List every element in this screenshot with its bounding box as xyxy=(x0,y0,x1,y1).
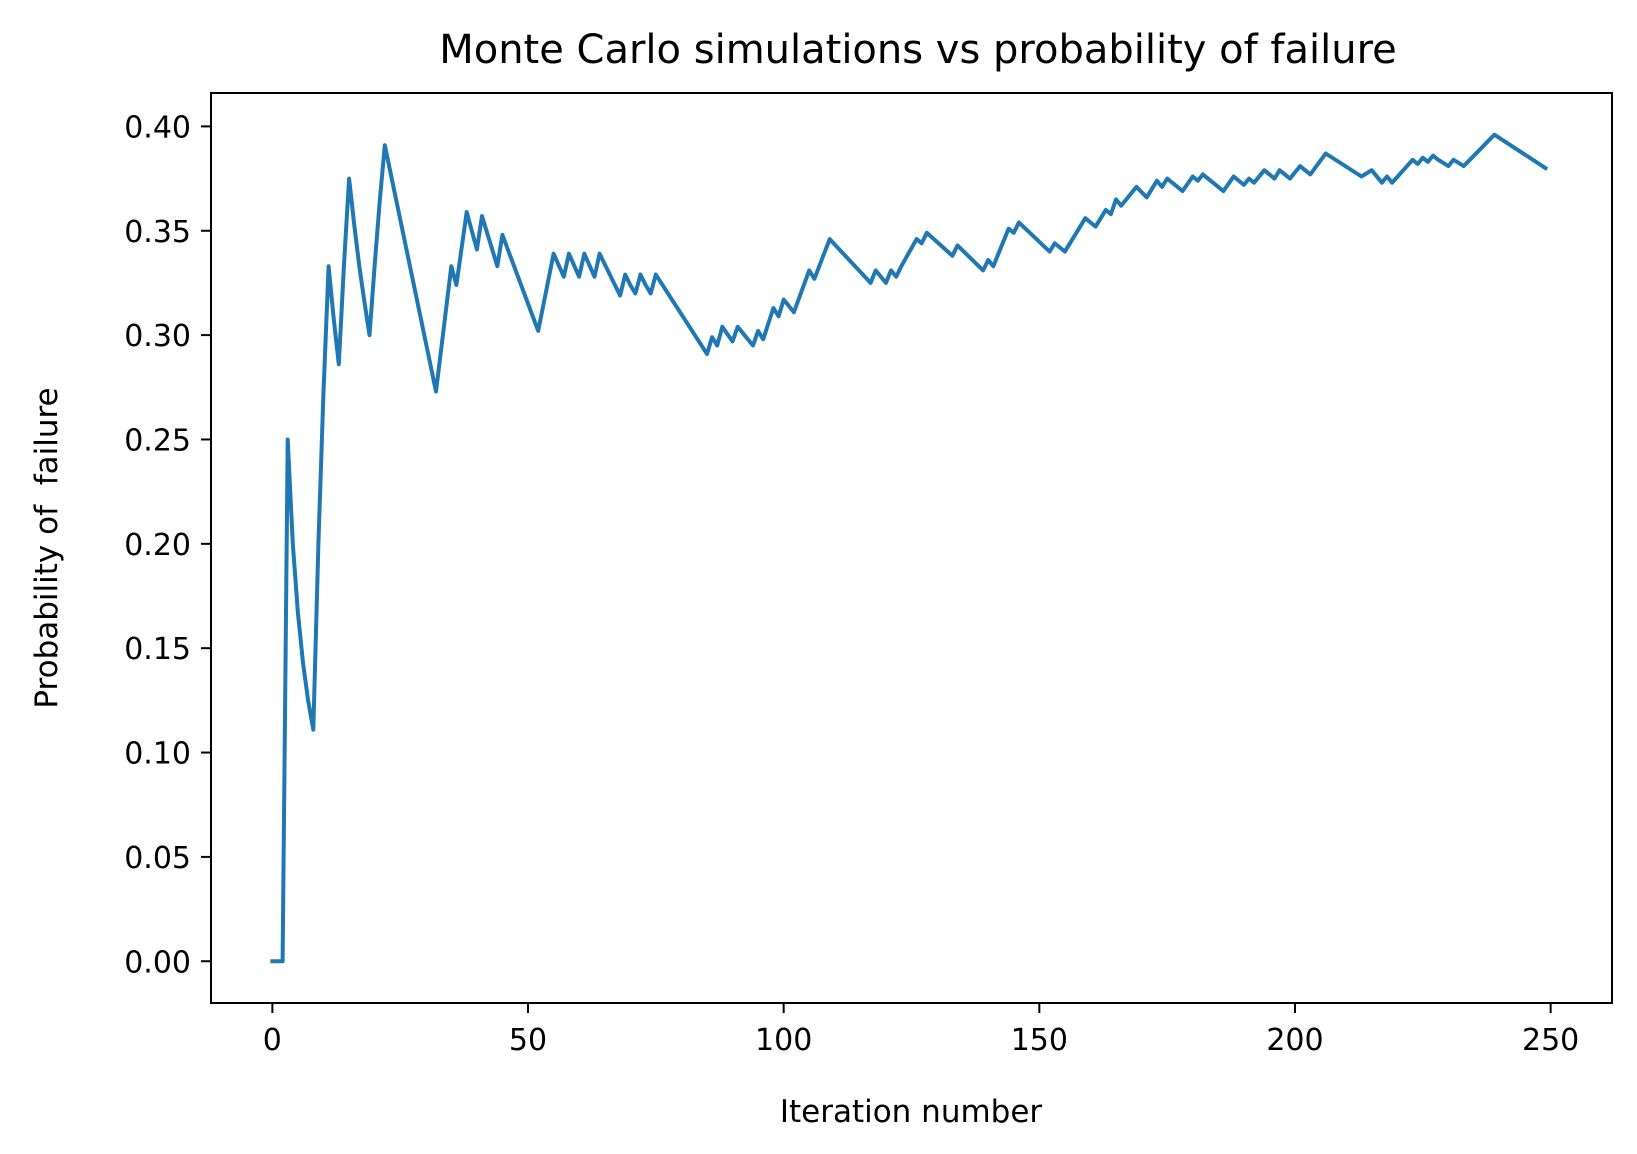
y-tick-label: 0.30 xyxy=(124,319,191,354)
y-tick-label: 0.05 xyxy=(124,841,191,876)
y-tick-label: 0.15 xyxy=(124,632,191,667)
chart-title: Monte Carlo simulations vs probability o… xyxy=(439,27,1397,73)
x-axis-ticks: 0 50 100 150 200 250 xyxy=(263,1003,1579,1058)
y-tick-label: 0.10 xyxy=(124,737,191,772)
y-tick-label: 0.25 xyxy=(124,423,191,458)
y-tick-label: 0.40 xyxy=(124,110,191,145)
x-tick-label: 100 xyxy=(755,1023,812,1058)
x-tick-label: 150 xyxy=(1011,1023,1068,1058)
y-axis-ticks: 0.00 0.05 0.10 0.15 0.20 0.25 0.30 0.35 0.40 xyxy=(124,110,211,980)
series-line-0 xyxy=(270,132,1549,964)
y-tick-label: 0.20 xyxy=(124,528,191,563)
axes-frame xyxy=(210,92,1613,1004)
x-tick-label: 0 xyxy=(263,1023,282,1058)
plot-area xyxy=(210,92,1613,1004)
y-tick-label: 0.35 xyxy=(124,215,191,250)
x-tick-label: 200 xyxy=(1266,1023,1323,1058)
y-axis-label: Probability of failure xyxy=(29,387,65,708)
y-tick-label: 0.00 xyxy=(124,945,191,980)
x-tick-label: 250 xyxy=(1522,1023,1579,1058)
series-layer xyxy=(270,132,1549,964)
x-axis-label: Iteration number xyxy=(780,1094,1043,1130)
x-tick-label: 50 xyxy=(509,1023,547,1058)
